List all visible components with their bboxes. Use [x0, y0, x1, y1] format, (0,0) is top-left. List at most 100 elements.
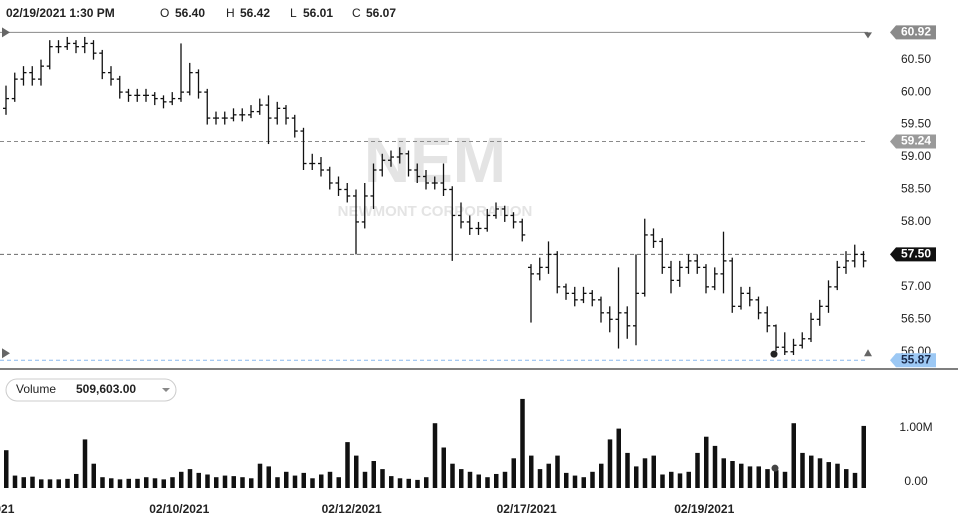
volume-bar: [371, 461, 376, 488]
volume-bar: [424, 477, 429, 488]
volume-bar: [109, 478, 114, 488]
volume-bar: [616, 428, 621, 488]
y-tick-label: 58.00: [901, 214, 931, 228]
volume-bar: [4, 450, 9, 488]
low-marker: [2, 348, 10, 359]
volume-bar: [555, 455, 560, 488]
volume-bar: [546, 463, 551, 488]
volume-bar: [485, 477, 490, 488]
volume-bar: [301, 472, 306, 488]
volume-bar: [581, 477, 586, 488]
volume-bar: [537, 469, 543, 488]
volume-bar: [677, 473, 683, 488]
price-tag: [890, 353, 936, 368]
volume-dropdown-icon[interactable]: [162, 388, 170, 392]
volume-bar: [511, 458, 516, 488]
volume-bar: [257, 463, 263, 488]
volume-bar: [39, 479, 44, 488]
header-datetime: 02/19/2021 1:30 PM: [6, 6, 115, 20]
volume-bar: [835, 463, 840, 488]
volume-bar: [651, 455, 656, 488]
volume-bar: [310, 478, 315, 488]
volume-bar: [607, 439, 613, 488]
volume-bar: [642, 458, 648, 488]
volume-bar: [397, 478, 403, 488]
price-tag: [890, 134, 936, 149]
volume-bar: [56, 479, 61, 488]
price-tag-label: 60.92: [901, 25, 931, 39]
volume-bar: [65, 478, 70, 488]
volume-bar: [721, 458, 726, 488]
volume-bar: [12, 475, 18, 488]
volume-hover-dot: [771, 464, 779, 472]
volume-bar: [144, 477, 149, 488]
price-tag: [890, 25, 936, 40]
volume-bar: [564, 472, 569, 488]
volume-pill[interactable]: [5, 378, 177, 402]
volume-bar: [844, 469, 849, 488]
volume-bar: [91, 463, 96, 488]
volume-bar: [625, 452, 630, 488]
low-marker-right: [864, 349, 872, 357]
volume-bar: [590, 471, 595, 488]
volume-bar: [275, 477, 280, 488]
volume-bar: [467, 471, 473, 488]
volume-bar: [30, 476, 35, 488]
volume-value: 509,603.00: [76, 382, 136, 396]
volume-bar: [809, 455, 814, 488]
volume-bar: [152, 478, 158, 488]
header-low: 56.01: [303, 6, 333, 20]
volume-bar: [231, 476, 236, 488]
volume-bar: [529, 455, 534, 488]
y-tick-label: 60.50: [901, 52, 931, 66]
volume-bar: [572, 475, 578, 488]
volume-bar: [852, 472, 858, 488]
hover-dot: [770, 350, 778, 358]
header-close: 56.07: [366, 6, 396, 20]
volume-label: Volume: [16, 382, 56, 396]
y-tick-label: 58.50: [901, 182, 931, 196]
volume-bar: [800, 452, 805, 488]
volume-bar: [695, 452, 700, 488]
volume-bar: [100, 477, 105, 488]
volume-bar: [214, 477, 219, 488]
volume-bar: [476, 474, 481, 488]
price-tag-label: 57.50: [901, 247, 931, 261]
volume-bar: [362, 471, 368, 488]
volume-bar: [432, 423, 438, 488]
volume-bar: [494, 473, 499, 488]
volume-bar: [765, 469, 770, 488]
high-marker-right: [864, 32, 872, 39]
volume-bar: [170, 477, 175, 488]
volume-bar: [47, 479, 53, 488]
volume-bar: [817, 458, 823, 488]
volume-bar: [117, 479, 123, 488]
header-close-label: C: [352, 6, 361, 20]
volume-bar: [826, 462, 831, 488]
volume-bar: [782, 471, 788, 488]
price-tag-label: 55.87: [901, 352, 931, 366]
volume-bar: [756, 466, 761, 488]
volume-bar: [450, 463, 455, 488]
y-tick-label: 56.50: [901, 311, 931, 325]
y-tick-label: 59.50: [901, 117, 931, 131]
volume-bar: [520, 398, 525, 488]
header-open: 56.40: [175, 6, 205, 20]
volume-tick-label: 0.00: [904, 474, 928, 488]
volume-bar: [284, 471, 289, 488]
volume-bar: [669, 471, 674, 488]
x-tick-label: 02/19/2021: [674, 502, 734, 516]
price-tag-label: 59.24: [901, 134, 931, 148]
volume-bar: [82, 439, 88, 488]
volume-bar: [704, 436, 709, 488]
volume-bar: [292, 475, 298, 488]
volume-bar: [686, 471, 691, 488]
volume-bar: [774, 470, 779, 488]
volume-bar: [345, 442, 350, 488]
header-low-label: L: [290, 6, 297, 20]
volume-bar: [660, 474, 665, 488]
volume-bar: [712, 445, 718, 488]
volume-bar: [240, 477, 245, 488]
volume-tick-label: 1.00M: [899, 420, 932, 434]
